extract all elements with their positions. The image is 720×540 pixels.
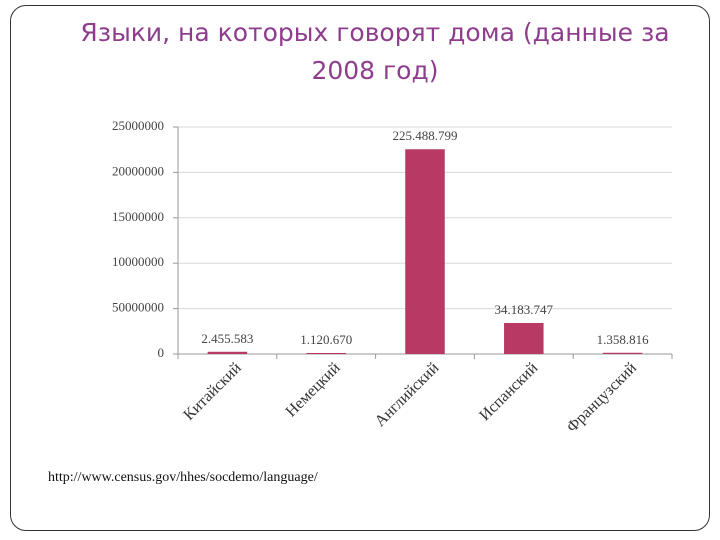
source: http://www.census.gov/hhes/socdemo/langu… xyxy=(48,470,318,485)
x-tick-label: Китайский xyxy=(180,359,245,424)
x-tick-label: Французский xyxy=(564,359,641,436)
x-tick-label: Английский xyxy=(372,359,443,430)
y-tick-label: 10000000 xyxy=(112,254,164,269)
y-tick-label: 20000000 xyxy=(112,163,164,178)
bar xyxy=(602,352,643,354)
x-tick-label: Испанский xyxy=(476,359,541,424)
data-label: 1.358.816 xyxy=(597,332,650,347)
y-tick-label: 15000000 xyxy=(112,209,164,224)
data-label: 225.488.799 xyxy=(393,128,458,143)
y-tick-label: 50000000 xyxy=(112,300,164,315)
slide-frame xyxy=(10,5,710,531)
bar xyxy=(207,351,248,354)
y-tick-label: 0 xyxy=(158,345,165,360)
data-label: 34.183.747 xyxy=(495,302,554,317)
bar xyxy=(306,352,346,354)
x-tick-label: Немецкий xyxy=(283,359,344,420)
y-tick-label: 25000000 xyxy=(112,118,164,133)
data-label: 2.455.583 xyxy=(201,331,253,346)
chart-title: Языки, на которых говорят дома (данные з… xyxy=(80,18,670,85)
bar xyxy=(405,149,445,354)
data-label: 1.120.670 xyxy=(300,332,352,347)
bar xyxy=(504,322,544,354)
